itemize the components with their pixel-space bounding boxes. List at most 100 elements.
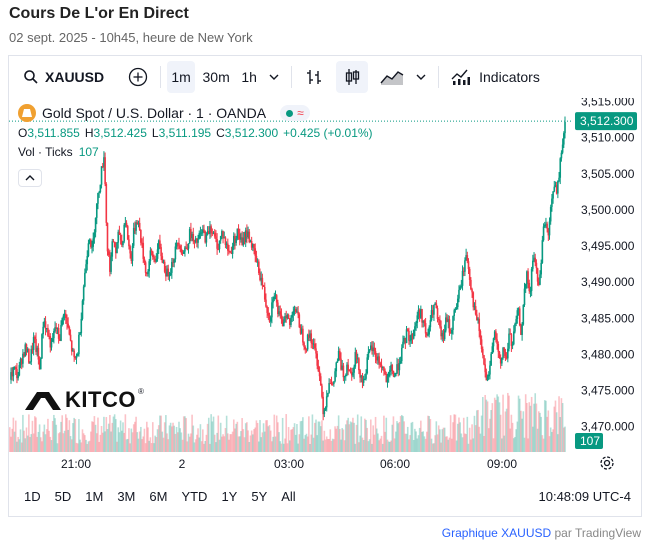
market-status-badge[interactable]: ≈: [280, 105, 310, 121]
candle-body: [404, 337, 407, 344]
candle-body: [253, 243, 255, 249]
area-chart-type-button[interactable]: [374, 61, 410, 93]
volume-bar: [12, 417, 15, 452]
compare-symbol-button[interactable]: [122, 61, 154, 93]
candle-body: [312, 343, 315, 345]
range-1d-button[interactable]: 1D: [24, 488, 41, 504]
price-scale-tick: 3,495.000: [581, 239, 635, 253]
time-axis[interactable]: 21:00 2 03:00 06:00 09:00: [9, 452, 641, 476]
symbol-search-button[interactable]: XAUUSD: [17, 61, 110, 93]
tradingview-attribution: Graphique XAUUSD par TradingView: [442, 526, 641, 540]
interval-1m-button[interactable]: 1m: [167, 61, 196, 93]
volume-bar: [247, 430, 249, 452]
candle-body: [477, 318, 479, 321]
volume-bar: [253, 429, 255, 452]
volume-bar: [202, 429, 204, 452]
collapse-legend-button[interactable]: [18, 169, 42, 187]
volume-label[interactable]: Vol · Ticks: [18, 145, 73, 159]
candle-body: [150, 250, 153, 252]
volume-bar: [254, 427, 257, 452]
volume-bar: [238, 436, 241, 452]
volume-bar: [502, 394, 504, 452]
volume-bar: [72, 423, 74, 452]
interval-1h-button[interactable]: 1h: [241, 69, 257, 85]
candle-body: [263, 286, 266, 300]
volume-bar: [118, 432, 121, 452]
volume-bar: [234, 428, 236, 452]
candle-body: [62, 315, 65, 319]
volume-bar: [476, 410, 478, 452]
xauusd-chart-link[interactable]: Graphique XAUUSD: [441, 526, 552, 540]
candle-body: [555, 185, 558, 194]
volume-bar: [435, 421, 438, 452]
range-1m-button[interactable]: 1M: [85, 488, 104, 504]
interval-30m-button[interactable]: 30m: [202, 69, 230, 85]
timezone-clock[interactable]: 10:48:09 UTC-4: [538, 489, 632, 504]
volume-bar: [213, 434, 216, 452]
candle-body: [190, 229, 192, 239]
candle-body: [521, 324, 523, 335]
candle-body: [389, 369, 391, 372]
candles-chart-type-button[interactable]: [336, 61, 369, 93]
volume-bar: [548, 436, 551, 452]
candle-body: [279, 311, 282, 315]
candle-body: [323, 409, 326, 415]
volume-bar: [555, 412, 558, 452]
candle-body: [29, 361, 31, 363]
time-tick: 06:00: [379, 457, 411, 471]
range-all-button[interactable]: All: [281, 488, 296, 504]
price-scale-tick: 3,485.000: [581, 311, 635, 325]
candle-body: [367, 351, 370, 358]
candle-body: [100, 166, 103, 185]
range-5d-button[interactable]: 5D: [54, 488, 72, 504]
range-1y-button[interactable]: 1Y: [221, 488, 238, 504]
chart-type-dropdown-button[interactable]: [410, 61, 432, 93]
candle-body: [50, 341, 53, 348]
gear-icon[interactable]: [599, 455, 615, 471]
range-3m-button[interactable]: 3M: [117, 488, 136, 504]
volume-bar: [109, 414, 111, 452]
low-value: 3,511.195: [158, 126, 212, 140]
volume-bar: [542, 438, 545, 452]
candle-body: [194, 238, 197, 243]
volume-bar: [263, 431, 266, 452]
volume-bar: [440, 442, 442, 452]
candle-body: [123, 224, 125, 242]
candle-body: [445, 317, 447, 331]
volume-bar: [260, 437, 262, 452]
candle-body: [508, 333, 510, 349]
volume-bar: [146, 421, 148, 452]
candle-body: [246, 230, 248, 238]
candle-body: [42, 326, 44, 335]
interval-dropdown-button[interactable]: [263, 61, 285, 93]
volume-bar: [408, 439, 410, 452]
volume-bar: [368, 439, 371, 452]
volume-bar: [545, 400, 547, 452]
candle-body: [277, 302, 279, 315]
volume-bar: [468, 427, 471, 452]
price-chart[interactable]: 3,515.000 3,510.000 3,505.000 3,500.000 3,49…: [9, 98, 641, 452]
legend-title[interactable]: Gold Spot / U.S. Dollar · 1 · OANDA: [42, 105, 267, 121]
volume-bar: [231, 431, 234, 452]
candle-body: [69, 334, 72, 341]
volume-bar: [280, 443, 283, 452]
range-ytd-button[interactable]: YTD: [181, 488, 208, 504]
candle-body: [185, 247, 187, 249]
volume-bar: [504, 411, 507, 452]
candle-body: [23, 353, 25, 357]
candle-body: [479, 331, 482, 340]
candle-body: [146, 272, 148, 275]
candle-body: [216, 239, 218, 249]
range-6m-button[interactable]: 6M: [149, 488, 168, 504]
indicators-button[interactable]: Indicators: [445, 61, 546, 93]
candle-body: [192, 234, 195, 241]
range-5y-button[interactable]: 5Y: [251, 488, 268, 504]
candle-body: [236, 228, 239, 239]
bar-chart-type-button[interactable]: [298, 61, 330, 93]
volume-bar: [161, 431, 164, 452]
candle-body: [354, 352, 357, 367]
volume-bar: [39, 437, 42, 452]
candle-body: [191, 234, 193, 239]
candle-body: [492, 338, 495, 347]
volume-bar: [137, 438, 140, 452]
